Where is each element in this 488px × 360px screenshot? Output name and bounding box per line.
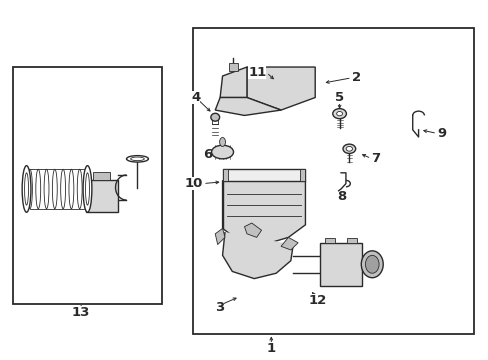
Ellipse shape xyxy=(342,144,355,153)
Ellipse shape xyxy=(69,169,74,209)
Bar xyxy=(13,67,161,304)
Ellipse shape xyxy=(126,156,148,162)
Bar xyxy=(93,172,110,180)
Ellipse shape xyxy=(336,112,342,116)
Text: 10: 10 xyxy=(184,177,203,190)
Text: 13: 13 xyxy=(72,306,90,319)
Ellipse shape xyxy=(211,145,233,159)
Polygon shape xyxy=(222,181,305,244)
Text: 1: 1 xyxy=(266,342,275,355)
Polygon shape xyxy=(222,232,293,279)
Ellipse shape xyxy=(361,251,383,278)
Bar xyxy=(86,180,118,212)
Bar xyxy=(325,238,334,243)
Ellipse shape xyxy=(332,109,346,119)
Ellipse shape xyxy=(52,169,57,209)
Text: 4: 4 xyxy=(191,91,200,104)
Bar xyxy=(299,169,305,181)
Text: 5: 5 xyxy=(334,91,344,104)
Ellipse shape xyxy=(44,169,49,209)
Text: 7: 7 xyxy=(370,152,380,165)
Text: 11: 11 xyxy=(248,66,266,79)
Ellipse shape xyxy=(210,113,219,121)
Text: 9: 9 xyxy=(436,127,446,140)
Polygon shape xyxy=(320,243,361,286)
Ellipse shape xyxy=(219,138,225,147)
Bar xyxy=(228,63,237,71)
Ellipse shape xyxy=(365,255,378,273)
Ellipse shape xyxy=(61,169,65,209)
Bar xyxy=(193,28,473,334)
Ellipse shape xyxy=(27,169,32,209)
Ellipse shape xyxy=(85,173,89,205)
Polygon shape xyxy=(244,223,261,237)
Text: 3: 3 xyxy=(215,301,224,314)
Ellipse shape xyxy=(24,173,28,205)
Polygon shape xyxy=(281,237,298,250)
Text: 6: 6 xyxy=(203,148,212,161)
Polygon shape xyxy=(246,67,315,110)
Ellipse shape xyxy=(83,166,92,212)
Text: 2: 2 xyxy=(351,71,360,84)
Bar xyxy=(222,169,305,181)
Polygon shape xyxy=(215,98,281,116)
Bar xyxy=(346,238,356,243)
Ellipse shape xyxy=(36,169,41,209)
Ellipse shape xyxy=(130,157,144,161)
Ellipse shape xyxy=(77,169,82,209)
Text: 12: 12 xyxy=(308,294,326,307)
Text: 8: 8 xyxy=(337,190,346,203)
Polygon shape xyxy=(220,67,246,98)
Polygon shape xyxy=(215,228,224,244)
Ellipse shape xyxy=(346,147,352,151)
Ellipse shape xyxy=(22,166,31,212)
Bar xyxy=(222,169,228,181)
